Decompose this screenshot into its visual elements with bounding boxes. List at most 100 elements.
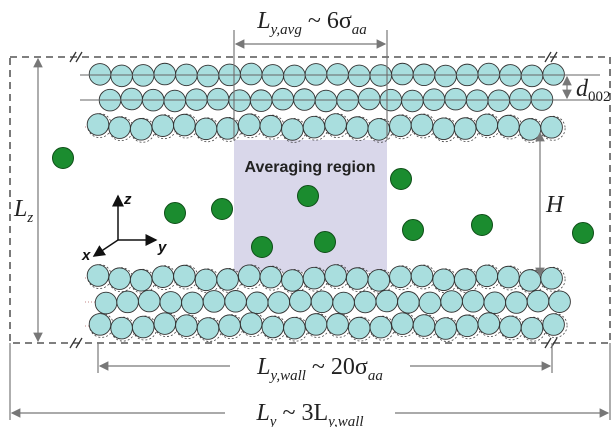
carbon-atom — [541, 116, 563, 138]
carbon-atom — [454, 269, 476, 291]
carbon-atom — [346, 117, 368, 139]
fluid-molecule — [53, 148, 74, 169]
carbon-atom — [392, 63, 414, 85]
carbon-atom — [521, 317, 543, 339]
carbon-atom — [284, 65, 306, 87]
carbon-atom — [262, 316, 284, 338]
carbon-atom — [160, 292, 182, 314]
carbon-atom — [174, 114, 196, 136]
axis-label: x — [81, 247, 91, 264]
fluid-molecule — [165, 203, 186, 224]
region-label: Averaging region — [245, 159, 376, 176]
carbon-atom — [390, 115, 412, 137]
carbon-atom — [411, 114, 433, 136]
h-label: H — [545, 192, 565, 218]
carbon-atom — [197, 65, 219, 87]
carbon-atom — [154, 313, 176, 335]
carbon-atom — [290, 290, 312, 312]
carbon-atom — [435, 318, 457, 340]
carbon-atom — [246, 292, 268, 314]
carbon-atom — [478, 313, 500, 335]
carbon-atom — [541, 267, 563, 289]
carbon-atom — [219, 315, 241, 337]
carbon-atom — [368, 270, 390, 292]
carbon-atom — [152, 266, 174, 288]
ly-avg-label: Ly,avg ~ 6σaa — [256, 8, 367, 38]
carbon-atom — [519, 270, 541, 292]
carbon-atom — [176, 315, 198, 337]
carbon-atom — [268, 292, 290, 314]
fluid-molecule — [298, 186, 319, 207]
carbon-atom — [333, 292, 355, 314]
carbon-atom — [510, 88, 532, 110]
carbon-atom — [433, 269, 455, 291]
carbon-atom — [500, 316, 522, 338]
carbon-atom — [121, 88, 143, 110]
carbon-atom — [89, 314, 111, 336]
fluid-molecule — [573, 223, 594, 244]
carbon-atom — [543, 314, 565, 336]
carbon-atom — [238, 114, 260, 136]
carbon-atom — [240, 63, 262, 85]
carbon-atom — [398, 292, 420, 314]
carbon-atom — [240, 313, 262, 335]
carbon-atom — [484, 292, 506, 314]
carbon-atom — [445, 88, 467, 110]
carbon-atom — [138, 290, 160, 312]
carbon-atom — [413, 315, 435, 337]
carbon-atom — [435, 65, 457, 87]
diagram: Ly,avg ~ 6σaa d002 Averaging region H Lz… — [0, 0, 614, 427]
carbon-atom — [217, 269, 239, 291]
carbon-atom — [498, 266, 520, 288]
carbon-atom — [456, 315, 478, 337]
carbon-atom — [182, 292, 204, 314]
carbon-atom — [272, 88, 294, 110]
carbon-atom — [260, 266, 282, 288]
carbon-atom — [325, 114, 347, 136]
carbon-atom — [95, 292, 117, 314]
carbon-atom — [478, 63, 500, 85]
carbon-atom — [260, 115, 282, 137]
carbon-atom — [195, 118, 217, 140]
carbon-atom — [311, 291, 333, 313]
carbon-atom — [203, 291, 225, 313]
carbon-atom — [549, 291, 571, 313]
carbon-atom — [543, 64, 565, 86]
carbon-atom — [419, 292, 441, 314]
carbon-atom — [207, 88, 229, 110]
carbon-atom — [282, 270, 304, 292]
carbon-atom — [303, 116, 325, 138]
carbon-atom — [89, 64, 111, 86]
carbon-atom — [462, 290, 484, 312]
carbon-atom — [370, 316, 392, 338]
carbon-atom — [411, 265, 433, 287]
fluid-molecule — [391, 169, 412, 190]
carbon-atom — [327, 313, 349, 335]
carbon-atom — [154, 63, 176, 85]
carbon-atom — [521, 65, 543, 87]
carbon-atom — [130, 118, 152, 140]
carbon-atom — [368, 119, 390, 141]
carbon-atom — [111, 317, 133, 339]
carbon-atom — [225, 290, 247, 312]
carbon-atom — [109, 117, 131, 139]
carbon-atom — [466, 90, 488, 112]
carbon-atom — [441, 291, 463, 313]
carbon-atom — [325, 265, 347, 287]
carbon-atom — [197, 318, 219, 340]
fluid-molecule — [252, 237, 273, 258]
carbon-atom — [282, 119, 304, 141]
carbon-atom — [348, 65, 370, 87]
lz-label: Lz — [13, 196, 33, 226]
carbon-atom — [217, 118, 239, 140]
carbon-atom — [229, 90, 251, 112]
carbon-atom — [476, 265, 498, 287]
carbon-atom — [238, 265, 260, 287]
carbon-atom — [315, 90, 337, 112]
carbon-atom — [390, 266, 412, 288]
fluid-molecule — [315, 232, 336, 253]
carbon-atom — [376, 290, 398, 312]
axis-label: z — [123, 191, 132, 208]
carbon-atom — [354, 291, 376, 313]
carbon-atom — [433, 118, 455, 140]
